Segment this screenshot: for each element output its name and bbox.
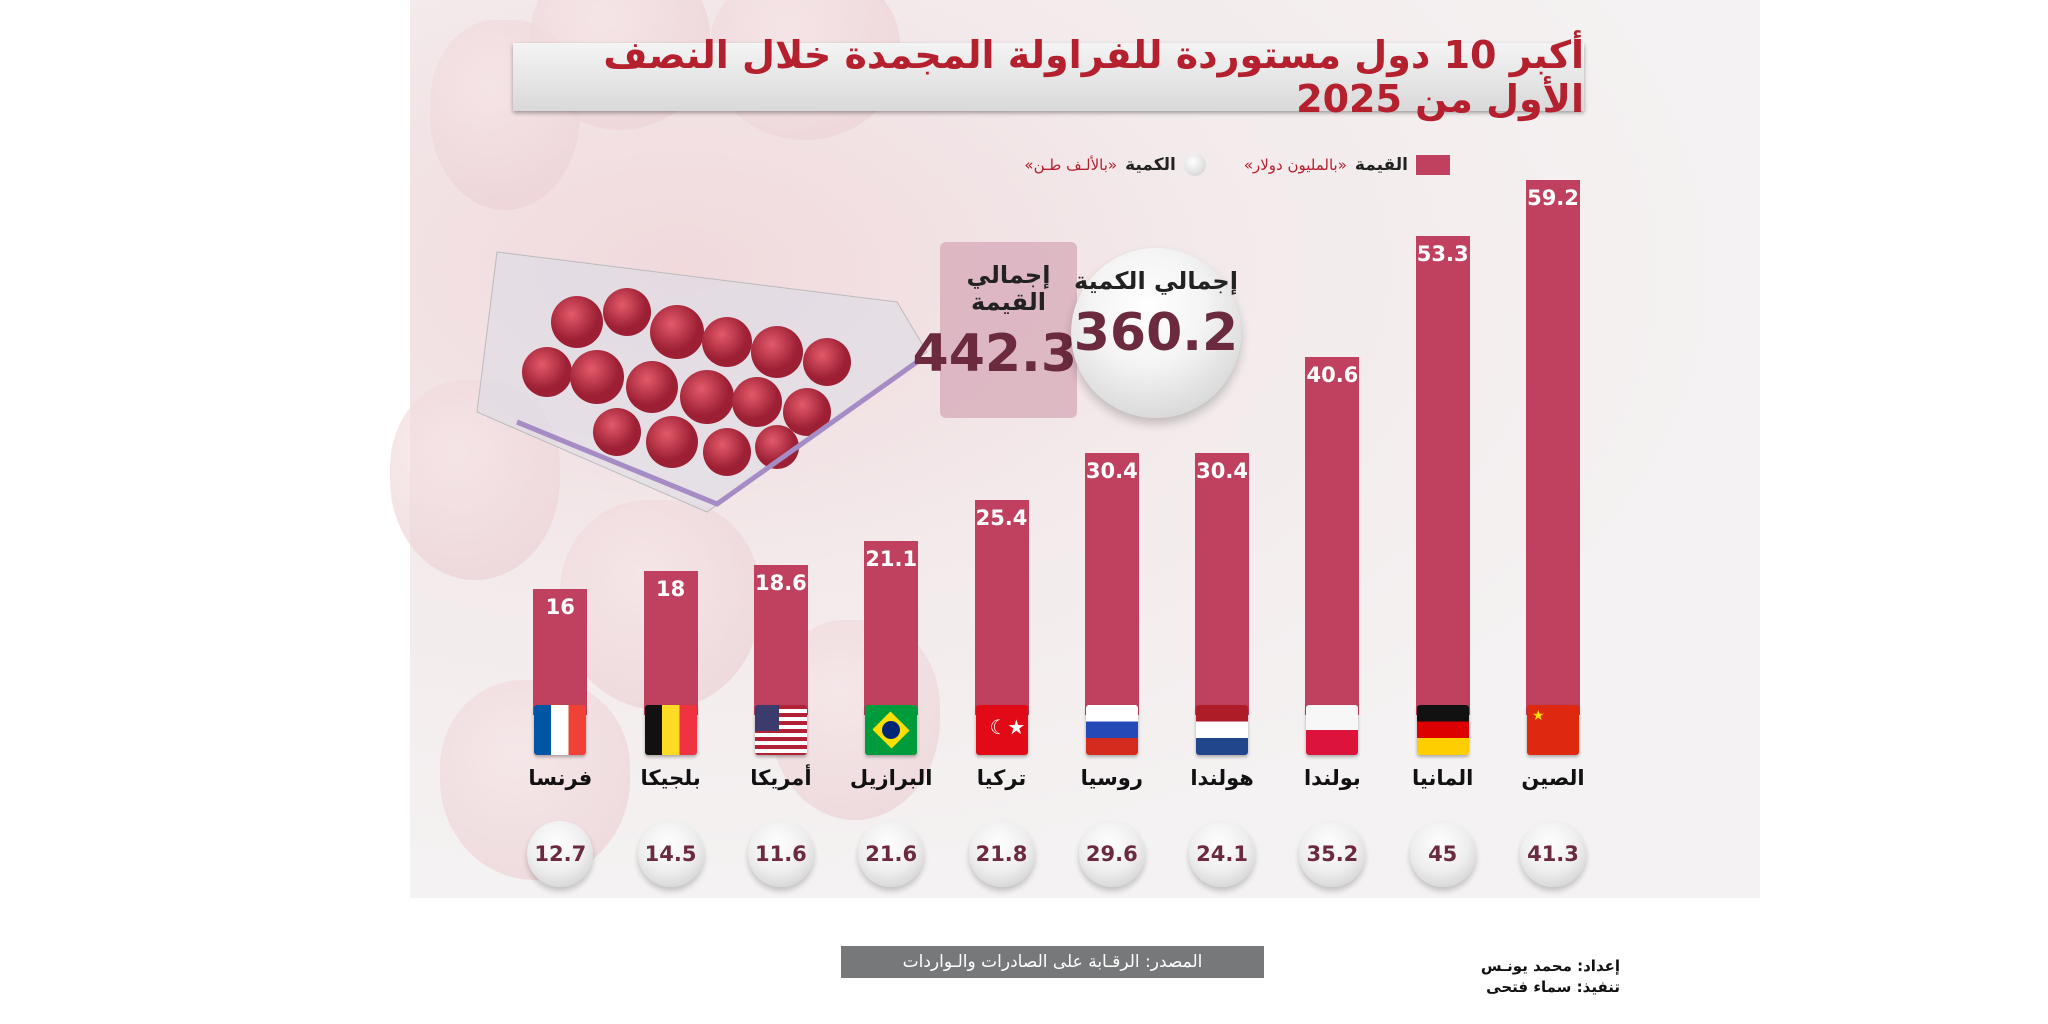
bar: [1084, 453, 1139, 715]
bar: [1195, 453, 1250, 715]
flag-germany-icon: [1416, 705, 1469, 755]
executed-by: تنفيذ: سماء فتحى: [1486, 978, 1620, 996]
bar-value-label: 40.6: [1306, 362, 1359, 387]
country-label: تركيا: [976, 766, 1027, 790]
legend-quantity-swatch: [1183, 154, 1206, 176]
frozen-strawberry-bag-image: [476, 251, 928, 513]
flag-france-icon: [534, 705, 587, 755]
quantity-circle: 29.6: [1078, 821, 1145, 887]
flag-netherlands-icon: [1196, 705, 1249, 755]
bar: [864, 541, 919, 715]
flag-usa-icon: [754, 705, 807, 755]
country-label: روسيا: [1080, 766, 1143, 790]
country-label: بلجيكا: [640, 766, 701, 790]
quantity-circle: 35.2: [1299, 821, 1366, 887]
bar-value-label: 30.4: [1196, 459, 1248, 484]
country-label: هولندا: [1190, 766, 1254, 790]
total-quantity-circle: إجمالي الكمية 360.2: [1071, 248, 1241, 418]
quantity-circle: 45: [1409, 821, 1476, 887]
bar-value-label: 16: [545, 595, 575, 620]
flag-belgium-icon: [644, 705, 697, 755]
chart-title: أكبر 10 دول مستوردة للفراولة المجمدة خلا…: [603, 33, 1584, 121]
bar-value-label: 18.6: [754, 570, 807, 595]
bar: [753, 564, 808, 715]
legend-quantity-label: الكمية: [1125, 155, 1176, 175]
quantity-circle: 12.7: [527, 821, 594, 887]
country-label: المانيا: [1411, 766, 1474, 790]
total-value-box: إجمالي القيمة 442.3: [912, 242, 1077, 418]
country-label: أمريكا: [750, 766, 812, 790]
flag-brazil-icon: [865, 705, 918, 755]
bar-value-label: 18: [655, 576, 686, 601]
bar-value-label: 59.2: [1527, 186, 1579, 211]
legend-value-swatch: [1416, 155, 1450, 175]
total-quantity-number: 360.2: [1073, 303, 1239, 363]
flag-russia-icon: [1085, 705, 1138, 755]
bar-value-label: 30.4: [1085, 459, 1138, 484]
country-label: بولندا: [1303, 766, 1361, 790]
source-note: المصدر: الرقـابة على الصادرات والـواردات: [841, 946, 1264, 978]
bar-value-label: 21.1: [865, 547, 918, 572]
country-label: البرازيل: [849, 766, 933, 790]
title-banner: أكبر 10 دول مستوردة للفراولة المجمدة خلا…: [513, 33, 1584, 121]
quantity-circle: 11.6: [747, 821, 814, 887]
quantity-circle: 21.8: [968, 821, 1035, 887]
bar: [1526, 180, 1580, 715]
bar-value-label: 25.4: [975, 506, 1028, 531]
bar: [1305, 356, 1360, 715]
bar: [974, 500, 1029, 715]
quantity-circle: 14.5: [637, 821, 704, 887]
prepared-by: إعداد: محمد يونـس: [1480, 957, 1620, 975]
flag-turkey-icon: ☾★: [975, 705, 1028, 755]
quantity-circle: 41.3: [1520, 821, 1586, 887]
legend-quantity-unit: «بالألـف طـن»: [1024, 156, 1118, 174]
total-value-label: إجمالي القيمة: [966, 261, 1051, 316]
total-value-number: 442.3: [912, 324, 1077, 384]
bar: [643, 570, 698, 715]
quantity-circle: 21.6: [858, 821, 925, 887]
bar: [1415, 236, 1470, 715]
flag-poland-icon: [1306, 705, 1359, 755]
legend-value-unit: «بالمليون دولار»: [1243, 156, 1347, 174]
country-label: الصين: [1521, 766, 1585, 790]
bar-value-label: 53.3: [1416, 242, 1469, 267]
bar: [533, 589, 588, 715]
country-label: فرنسا: [528, 766, 593, 790]
legend: القيمة «بالمليون دولار» الكمية «بالألـف …: [960, 150, 1450, 180]
flag-china-icon: ★: [1527, 705, 1579, 755]
legend-value-label: القيمة: [1354, 155, 1408, 175]
credits: إعداد: محمد يونـس تنفيذ: سماء فتحى: [1430, 956, 1620, 998]
total-quantity-label: إجمالي الكمية: [1074, 267, 1238, 295]
quantity-circle: 24.1: [1189, 821, 1256, 887]
